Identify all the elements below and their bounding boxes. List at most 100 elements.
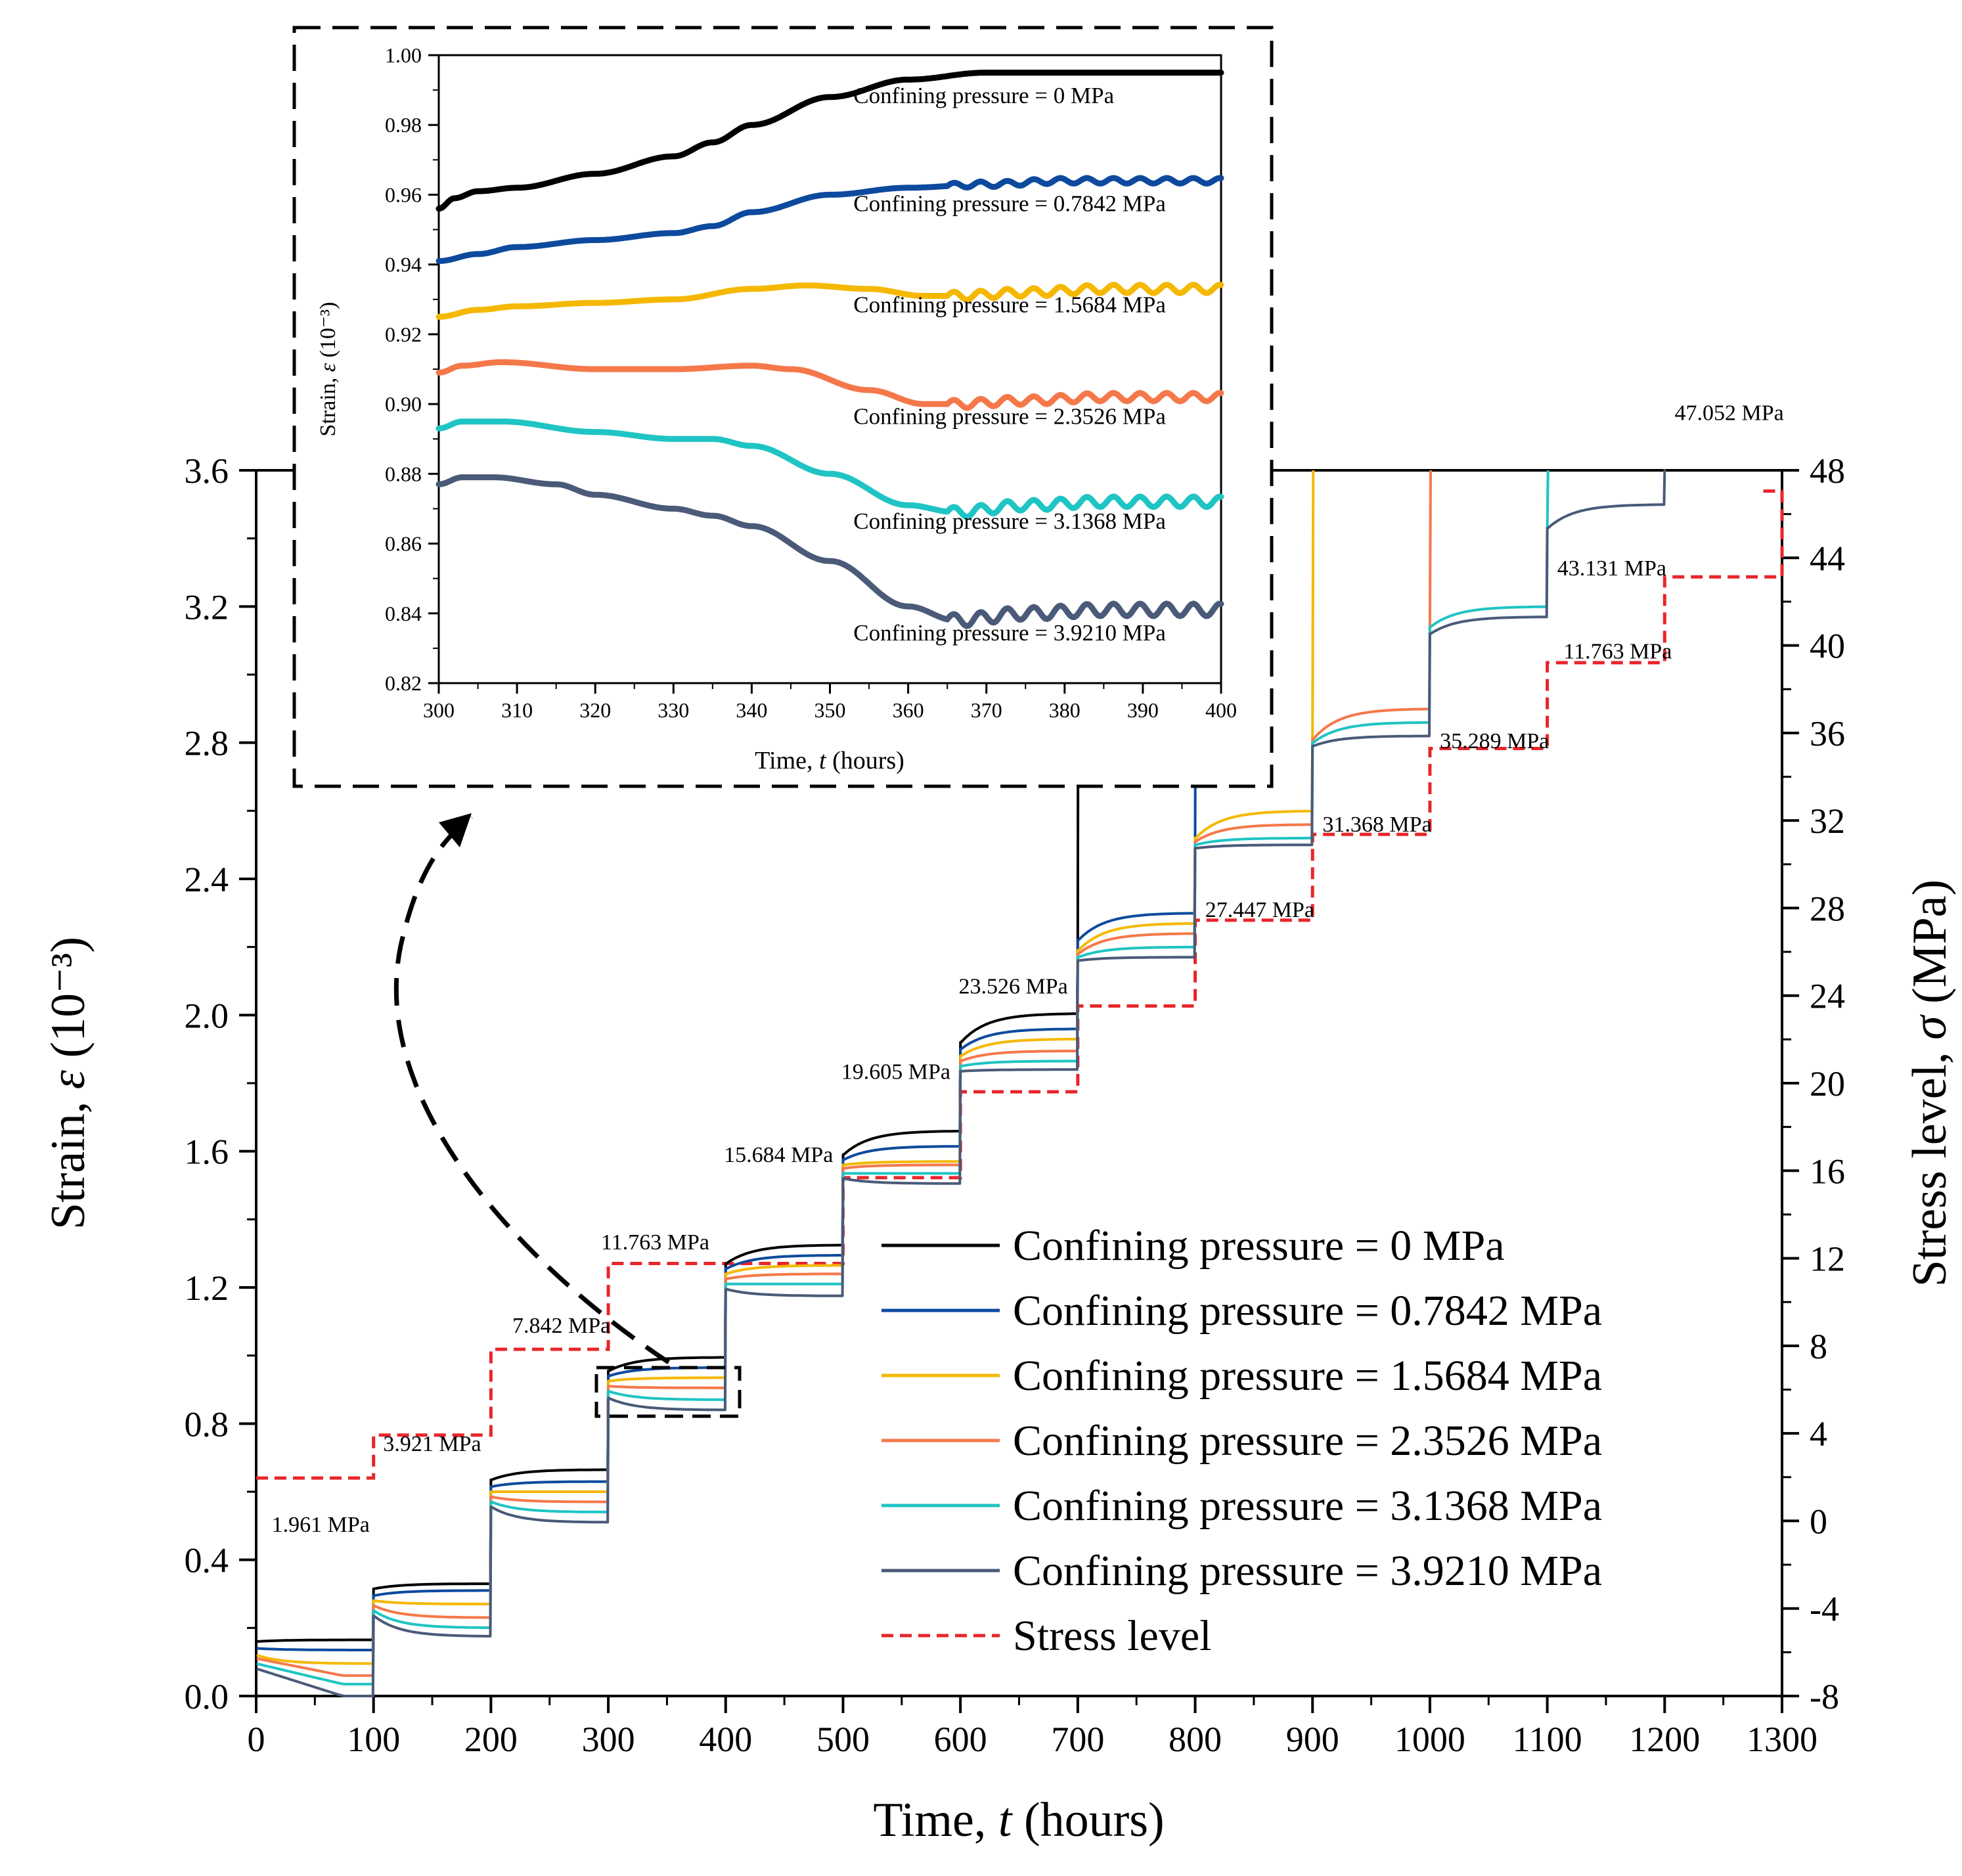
y2-tick-label: 24 <box>1810 977 1845 1016</box>
legend-label: Confining pressure = 2.3526 MPa <box>1013 1417 1602 1465</box>
y-tick-label: 1.6 <box>185 1132 229 1172</box>
strain-line-5 <box>256 469 1666 1697</box>
y-tick-label: 2.8 <box>185 724 229 763</box>
main-plot: 0 100 200 300 400 500 600 700 800 900 1000 1100 1200… <box>41 401 1957 1847</box>
inset-series-label: Confining pressure = 3.1368 MPa <box>853 508 1166 534</box>
strain-line-1 <box>256 470 1197 1651</box>
legend-label: Confining pressure = 3.9210 MPa <box>1013 1547 1602 1595</box>
y-tick-label: 3.2 <box>185 587 229 627</box>
inset-x-axis-title: Time, t (hours) <box>755 747 904 774</box>
inset-x-tick-label: 300 <box>423 698 455 722</box>
y2-tick-label: 0 <box>1810 1502 1827 1541</box>
inset-strain-line-1 <box>435 175 1224 264</box>
y-tick-label: 0.8 <box>185 1404 229 1444</box>
inset-strain-line-0 <box>435 70 1224 212</box>
main-y-axis: 0.0 0.4 0.8 1.2 1.6 2.0 2.4 2.8 3.2 3.6 <box>185 451 256 1716</box>
main-strain-series <box>256 469 1666 1697</box>
stress-annotation: 23.526 MPa <box>958 974 1067 998</box>
inset-y-axis: 0.82 0.84 0.86 0.88 0.90 0.92 0.94 0.96 0.98 1.00 <box>385 43 439 695</box>
stress-annotation: 11.763 MPa <box>601 1230 709 1255</box>
inset-y-tick-label: 0.84 <box>385 602 422 625</box>
stress-annotation: 35.289 MPa <box>1440 729 1549 753</box>
y2-tick-label: 32 <box>1810 801 1845 841</box>
x-tick-label: 1300 <box>1747 1720 1817 1759</box>
strain-line-0 <box>256 470 1080 1643</box>
y-tick-label: 0.4 <box>185 1541 229 1580</box>
inset-strain-line-3 <box>435 359 1224 411</box>
inset-y-tick-label: 0.94 <box>385 253 422 277</box>
x-tick-label: 200 <box>464 1720 518 1759</box>
y2-tick-label: 20 <box>1810 1064 1845 1104</box>
x-tick-label: 1200 <box>1629 1720 1700 1759</box>
inset-strain-line-2 <box>435 282 1224 320</box>
y2-tick-label: 44 <box>1810 539 1845 578</box>
inset-y-tick-label: 0.86 <box>385 532 422 556</box>
inset-series-label: Confining pressure = 0 MPa <box>853 83 1114 108</box>
y2-tick-label: 36 <box>1810 714 1845 753</box>
inset-y-axis-title: Strain, ε (10⁻³) <box>316 302 340 437</box>
y-tick-label: 2.4 <box>185 860 229 899</box>
inset-x-tick-label: 310 <box>501 698 533 722</box>
zoom-arrow <box>393 815 670 1364</box>
inset-strain-line-4 <box>435 418 1224 520</box>
y2-tick-label: 4 <box>1810 1414 1827 1454</box>
y2-tick-label: 40 <box>1810 627 1845 666</box>
inset-x-tick-label: 320 <box>579 698 611 722</box>
inset-strain-series <box>435 70 1224 629</box>
inset-y-tick-label: 1.00 <box>385 43 422 67</box>
stress-annotation: 31.368 MPa <box>1322 813 1431 837</box>
inset-y-tick-label: 0.92 <box>385 323 422 346</box>
legend-label: Confining pressure = 1.5684 MPa <box>1013 1352 1602 1400</box>
inset-series-label: Confining pressure = 3.9210 MPa <box>853 620 1166 646</box>
y-tick-label: 1.2 <box>185 1268 229 1308</box>
strain-line-4 <box>256 470 1550 1686</box>
strain-line-2 <box>256 470 1315 1665</box>
main-y-axis-title: Strain, ε (10⁻³) <box>41 937 95 1230</box>
legend: Confining pressure = 0 MPa Confining pres… <box>881 1222 1602 1660</box>
stress-annotation: 3.921 MPa <box>383 1432 481 1456</box>
inset-strain-line-5 <box>435 474 1224 629</box>
main-y2-axis-title: Stress level, σ (MPa) <box>1903 880 1957 1287</box>
inset-x-axis: 300 310 320 330 340 350 360 370 380 390 400 <box>423 683 1237 722</box>
y2-tick-label: 28 <box>1810 889 1845 928</box>
inset-series-label: Confining pressure = 0.7842 MPa <box>853 191 1166 217</box>
y2-tick-label: 12 <box>1810 1240 1845 1279</box>
inset-x-tick-label: 390 <box>1127 698 1159 722</box>
inset-y-tick-label: 0.96 <box>385 183 422 206</box>
x-tick-label: 1000 <box>1394 1720 1465 1759</box>
inset-y-tick-label: 0.82 <box>385 671 422 695</box>
y2-tick-label: -8 <box>1810 1677 1839 1716</box>
stress-annotation: 15.684 MPa <box>724 1143 833 1167</box>
legend-label: Confining pressure = 0.7842 MPa <box>1013 1287 1602 1335</box>
inset-x-tick-label: 350 <box>814 698 846 722</box>
inset-x-tick-label: 330 <box>658 698 689 722</box>
stress-annotation: 43.131 MPa <box>1557 556 1666 581</box>
y-tick-label: 2.0 <box>185 996 229 1035</box>
inset-y-tick-label: 0.88 <box>385 462 422 485</box>
inset-border <box>292 26 1274 788</box>
x-tick-label: 600 <box>934 1720 987 1759</box>
inset-x-tick-label: 340 <box>736 698 767 722</box>
x-tick-label: 100 <box>347 1720 400 1759</box>
legend-label: Confining pressure = 0 MPa <box>1013 1222 1505 1270</box>
legend-label: Confining pressure = 3.1368 MPa <box>1013 1482 1602 1530</box>
stress-annotation: 11.763 MPa <box>1563 640 1672 664</box>
stress-annotation: 1.961 MPa <box>272 1513 370 1537</box>
stress-annotation: 7.842 MPa <box>512 1314 610 1338</box>
stress-annotation: 47.052 MPa <box>1674 401 1783 425</box>
x-tick-label: 900 <box>1286 1720 1339 1759</box>
x-tick-label: 800 <box>1169 1720 1222 1759</box>
zoom-region-box <box>594 1366 742 1418</box>
y2-tick-label: 48 <box>1810 451 1845 491</box>
inset-series-label: Confining pressure = 1.5684 MPa <box>853 292 1166 318</box>
x-tick-label: 500 <box>816 1720 870 1759</box>
inset-x-tick-label: 360 <box>893 698 924 722</box>
inset-plot: 300 310 320 330 340 350 360 370 380 390 400 0.820.… <box>292 26 1274 788</box>
legend-label: Stress level <box>1013 1612 1211 1660</box>
stress-annotation: 27.447 MPa <box>1205 898 1314 922</box>
stress-annotations: 1.961 MPa 3.921 MPa 7.842 MPa 11.763 MPa 15.… <box>272 401 1784 1537</box>
y2-tick-label: 8 <box>1810 1327 1827 1366</box>
strain-line-3 <box>256 470 1432 1677</box>
